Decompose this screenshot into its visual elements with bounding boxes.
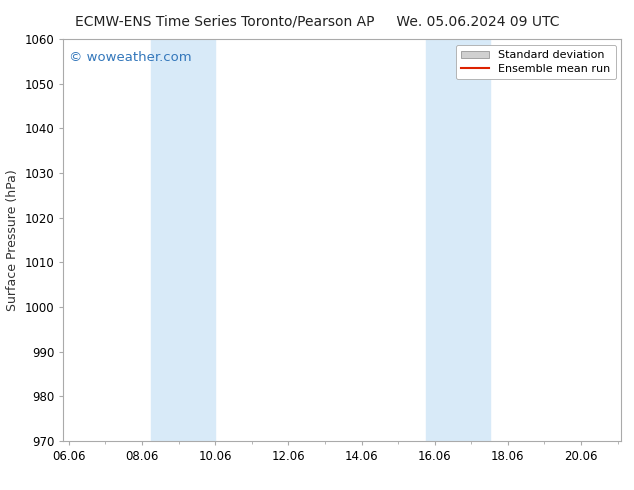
Text: © woweather.com: © woweather.com [69, 51, 191, 64]
Legend: Standard deviation, Ensemble mean run: Standard deviation, Ensemble mean run [456, 45, 616, 79]
Bar [151, 39, 215, 441]
Bar [425, 39, 489, 441]
Y-axis label: Surface Pressure (hPa): Surface Pressure (hPa) [6, 169, 19, 311]
Text: ECMW-ENS Time Series Toronto/Pearson AP     We. 05.06.2024 09 UTC: ECMW-ENS Time Series Toronto/Pearson AP … [75, 15, 559, 29]
